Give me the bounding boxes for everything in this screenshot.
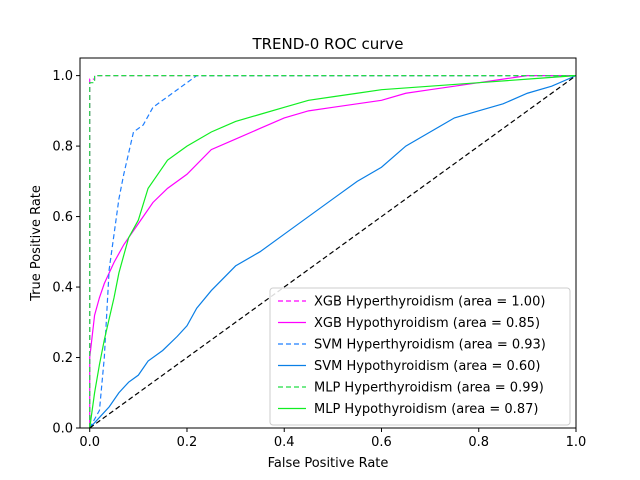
plot-area	[89, 75, 577, 429]
ticks: 0.0 0.2 0.4 0.6 0.8 1.0 0.0 0.2 0.4 0.6 0.8 1.0	[52, 69, 586, 450]
y-tick-label: 0.4	[52, 281, 73, 296]
x-tick-label: 1.0	[566, 435, 587, 450]
series-line-5	[89, 75, 577, 429]
x-tick-label: 0.2	[177, 435, 198, 450]
legend-entry: SVM Hyperthyroidism (area = 0.93)	[314, 338, 546, 353]
legend-entry: XGB Hypothyroidism (area = 0.85)	[314, 316, 540, 331]
series-line-2	[89, 75, 576, 429]
x-tick-label: 0.6	[371, 435, 392, 450]
x-axis-label: False Positive Rate	[268, 456, 389, 471]
legend: XGB Hyperthyroidism (area = 1.00) XGB Hyp…	[269, 287, 571, 426]
series-line-3	[89, 75, 577, 429]
y-tick-label: 1.0	[52, 69, 73, 84]
chart-title: TREND-0 ROC curve	[251, 35, 403, 53]
x-tick-label: 0.8	[468, 435, 489, 450]
y-tick-label: 0.0	[52, 422, 73, 437]
y-tick-label: 0.8	[52, 140, 73, 155]
y-tick-label: 0.6	[52, 210, 73, 225]
x-tick-label: 0.0	[79, 435, 100, 450]
legend-entry: XGB Hyperthyroidism (area = 1.00)	[314, 295, 545, 310]
x-tick-label: 0.4	[274, 435, 295, 450]
axes-frame	[79, 57, 577, 429]
legend-box	[269, 287, 571, 426]
y-tick-label: 0.2	[52, 351, 73, 366]
chance-diagonal-line	[89, 75, 577, 429]
legend-entry: MLP Hyperthyroidism (area = 0.99)	[314, 381, 544, 396]
y-axis-label: True Positive Rate	[29, 185, 44, 302]
legend-entry: SVM Hypothyroidism (area = 0.60)	[314, 359, 541, 374]
legend-entry: MLP Hypothyroidism (area = 0.87)	[314, 402, 538, 417]
series-line-1	[89, 75, 576, 428]
